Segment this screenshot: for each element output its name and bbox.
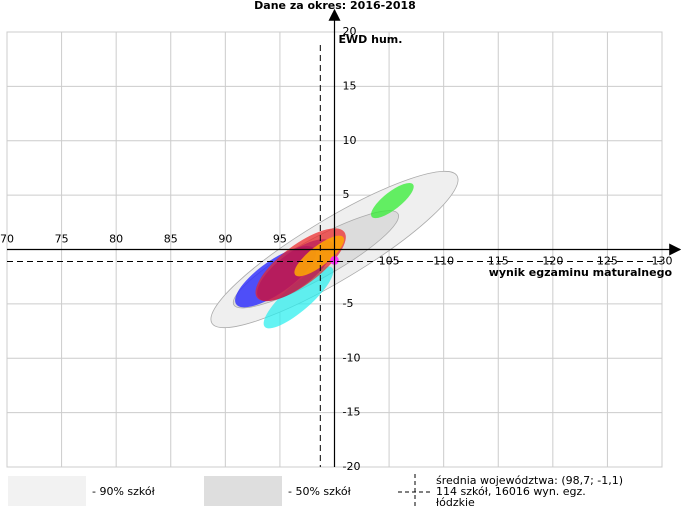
y-tick-label: 20 bbox=[343, 25, 357, 38]
y-axis-title: EWD hum. bbox=[339, 33, 403, 46]
y-tick-label: -10 bbox=[343, 351, 361, 364]
ellipse bbox=[263, 266, 334, 329]
ellipse bbox=[371, 183, 414, 219]
legend-mean-label: łódzkie bbox=[436, 496, 475, 509]
x-tick-label: 115 bbox=[488, 255, 509, 268]
x-tick-label: 80 bbox=[109, 233, 123, 246]
x-tick-label: 75 bbox=[55, 233, 69, 246]
legend-mean-label: 114 szkół, 16016 wyn. egz. bbox=[436, 485, 586, 498]
y-tick-label: 10 bbox=[343, 134, 357, 147]
x-tick-label: 125 bbox=[597, 255, 618, 268]
legend-swatch bbox=[8, 476, 86, 506]
chart-title: Dane za okres: 2016-2018 bbox=[254, 0, 416, 12]
x-tick-label: 130 bbox=[652, 255, 673, 268]
legend-swatch bbox=[204, 476, 282, 506]
x-tick-label: 70 bbox=[0, 233, 14, 246]
x-tick-label: 105 bbox=[379, 255, 400, 268]
legend-label: - 90% szkół bbox=[92, 485, 156, 498]
x-tick-label: 120 bbox=[542, 255, 563, 268]
ellipse bbox=[294, 235, 345, 277]
x-axis-title: wynik egzaminu maturalnego bbox=[489, 266, 673, 279]
x-tick-label: 90 bbox=[218, 233, 232, 246]
x-tick-label: 85 bbox=[164, 233, 178, 246]
y-tick-label: -5 bbox=[343, 297, 354, 310]
y-tick-label: 5 bbox=[343, 188, 350, 201]
y-tick-label: -15 bbox=[343, 406, 361, 419]
y-tick-label: 15 bbox=[343, 79, 357, 92]
x-tick-label: 110 bbox=[433, 255, 454, 268]
legend-label: - 50% szkół bbox=[288, 485, 352, 498]
legend-mean-label: średnia województwa: (98,7; -1,1) bbox=[436, 474, 623, 487]
x-tick-label: 95 bbox=[273, 233, 287, 246]
y-tick-label: -20 bbox=[343, 460, 361, 473]
